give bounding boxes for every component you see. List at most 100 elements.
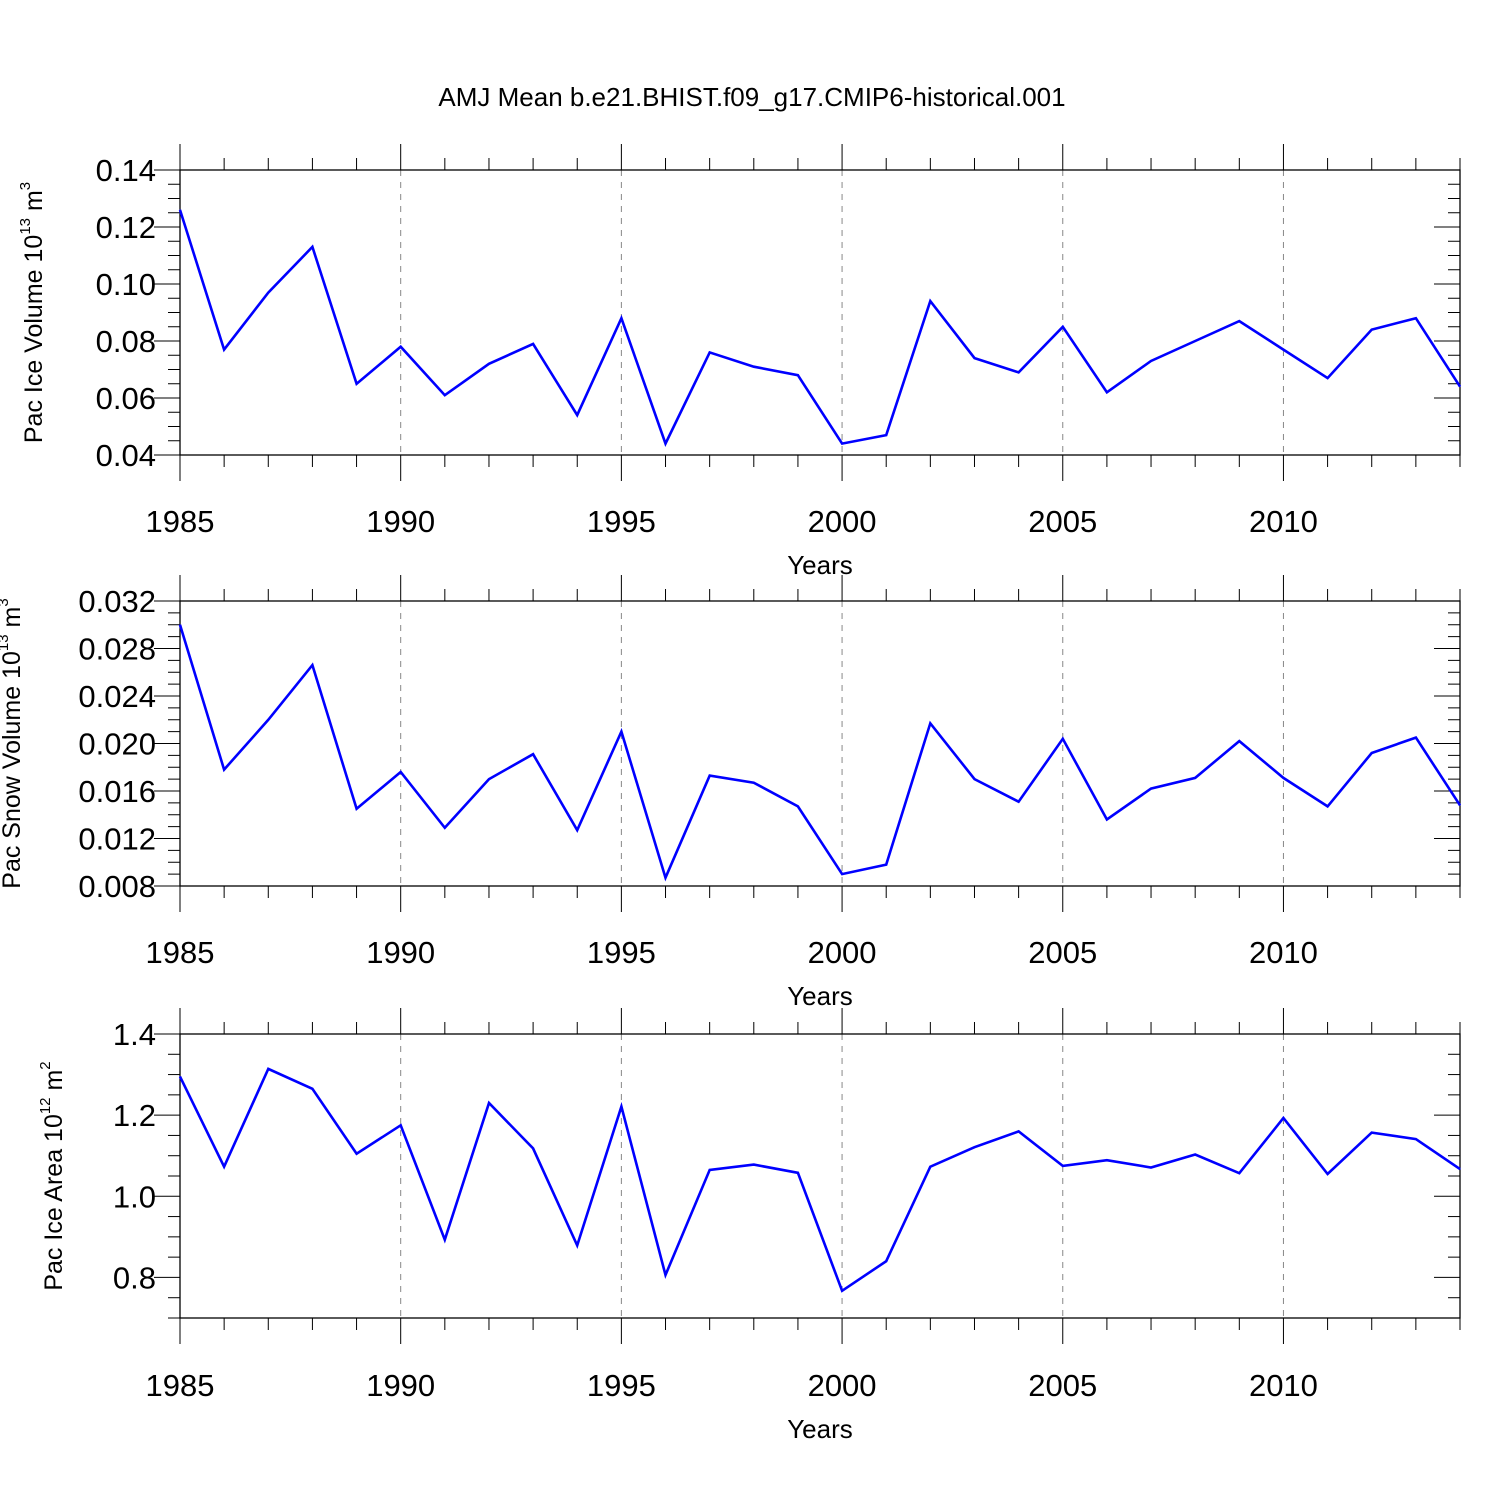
data-point-2004 — [1018, 801, 1020, 803]
data-point-2002 — [929, 722, 931, 724]
x-axis-label: Years — [787, 550, 853, 580]
y-axis-label-text: m — [0, 607, 26, 635]
data-point-2004 — [1018, 371, 1020, 373]
data-point-2014 — [1459, 1168, 1461, 1170]
series-line — [178, 209, 1462, 447]
data-point-1991 — [444, 1239, 446, 1241]
data-point-2013 — [1415, 1138, 1417, 1140]
y-tick-label-0.14: 0.14 — [96, 153, 156, 188]
data-point-2013 — [1415, 737, 1417, 739]
data-point-1997 — [709, 775, 711, 777]
data-point-1994 — [576, 829, 578, 831]
data-point-1985 — [179, 1076, 181, 1078]
data-point-2011 — [1327, 377, 1329, 379]
data-point-1996 — [665, 443, 667, 445]
x-tick-label-1985: 1985 — [146, 935, 215, 970]
y-tick-label-0.024: 0.024 — [78, 679, 156, 714]
data-point-2011 — [1327, 1173, 1329, 1175]
data-point-1993 — [532, 1147, 534, 1149]
series-line — [178, 624, 1462, 882]
data-point-1991 — [444, 827, 446, 829]
plot-frame — [179, 169, 1461, 456]
x-tick-label-1990: 1990 — [366, 504, 435, 539]
data-point-1994 — [576, 1244, 578, 1246]
x-tick-label-1990: 1990 — [366, 935, 435, 970]
data-point-2006 — [1106, 1159, 1108, 1161]
data-point-2007 — [1150, 788, 1152, 790]
data-point-2002 — [929, 300, 931, 302]
plot-frame — [179, 600, 1461, 887]
y-axis-label-superscript: 13 — [0, 634, 12, 651]
chart-panel-3: 1985 1990 1995 2000 2005 2010 Years 0.8 1.0 1.2 1.… — [37, 1008, 1461, 1444]
data-point-2008 — [1194, 777, 1196, 779]
y-axis-label-superscript: 3 — [0, 598, 12, 606]
x-tick-label-1995: 1995 — [587, 504, 656, 539]
data-point-2002 — [929, 1166, 931, 1168]
data-point-2005 — [1062, 738, 1064, 740]
data-point-1985 — [179, 624, 181, 626]
y-axis-label: Pac Snow Volume 1013 m3 — [0, 598, 26, 888]
data-point-1999 — [797, 805, 799, 807]
y-axis-label-superscript: 2 — [37, 1061, 54, 1069]
data-point-1989 — [356, 808, 358, 810]
data-point-1991 — [444, 394, 446, 396]
data-point-2009 — [1238, 320, 1240, 322]
x-tick-label-1985: 1985 — [146, 504, 215, 539]
x-axis-label: Years — [787, 981, 853, 1011]
data-point-1998 — [753, 366, 755, 368]
data-point-1998 — [753, 1164, 755, 1166]
data-point-1992 — [488, 778, 490, 780]
x-tick-label-2005: 2005 — [1028, 935, 1097, 970]
data-point-2010 — [1282, 777, 1284, 779]
y-tick-label-0.08: 0.08 — [96, 324, 156, 359]
x-tick-label-1995: 1995 — [587, 935, 656, 970]
data-point-2010 — [1282, 349, 1284, 351]
y-axis-label-text: Pac Ice Area 10 — [40, 1114, 68, 1291]
data-point-1993 — [532, 753, 534, 755]
x-tick-label-2000: 2000 — [808, 504, 877, 539]
x-tick-label-2000: 2000 — [808, 935, 877, 970]
data-point-1999 — [797, 374, 799, 376]
data-point-2003 — [973, 357, 975, 359]
data-point-1994 — [576, 414, 578, 416]
x-tick-label-2005: 2005 — [1028, 504, 1097, 539]
data-point-1993 — [532, 343, 534, 345]
data-point-1987 — [267, 1068, 269, 1070]
data-point-2012 — [1371, 1132, 1373, 1134]
chart-title: AMJ Mean b.e21.BHIST.f09_g17.CMIP6-histo… — [438, 82, 1065, 112]
y-tick-label-0.12: 0.12 — [96, 210, 156, 245]
data-point-1990 — [400, 771, 402, 773]
data-point-1995 — [620, 731, 622, 733]
y-tick-label-0.1: 0.10 — [96, 267, 156, 302]
data-point-1986 — [223, 769, 225, 771]
y-axis-label-superscript: 3 — [17, 182, 34, 190]
data-point-1990 — [400, 346, 402, 348]
y-tick-label-0.016: 0.016 — [78, 774, 156, 809]
x-tick-label-1995: 1995 — [587, 1368, 656, 1403]
x-tick-label-2000: 2000 — [808, 1368, 877, 1403]
data-point-2001 — [885, 864, 887, 866]
data-point-2000 — [841, 873, 843, 875]
data-point-2007 — [1150, 1166, 1152, 1168]
data-point-2009 — [1238, 1172, 1240, 1174]
x-axis-label: Years — [787, 1414, 853, 1444]
chart-panel-2: 1985 1990 1995 2000 2005 2010 Years 0.008 0.012 0… — [0, 575, 1462, 1011]
data-point-1999 — [797, 1172, 799, 1174]
x-tick-label-1990: 1990 — [366, 1368, 435, 1403]
data-point-2013 — [1415, 317, 1417, 319]
y-tick-label-0.032: 0.032 — [78, 584, 156, 619]
data-point-1986 — [223, 349, 225, 351]
y-tick-label-0.012: 0.012 — [78, 822, 156, 857]
y-axis-label: Pac Ice Area 1012 m2 — [37, 1061, 68, 1290]
data-point-2000 — [841, 1290, 843, 1292]
x-tick-label-2005: 2005 — [1028, 1368, 1097, 1403]
data-point-2005 — [1062, 326, 1064, 328]
data-point-1997 — [709, 1169, 711, 1171]
data-point-2000 — [841, 443, 843, 445]
y-tick-label-0.8: 0.8 — [113, 1260, 156, 1295]
x-tick-label-2010: 2010 — [1249, 1368, 1318, 1403]
data-point-1988 — [311, 664, 313, 666]
data-point-1989 — [356, 1153, 358, 1155]
data-point-2008 — [1194, 1153, 1196, 1155]
